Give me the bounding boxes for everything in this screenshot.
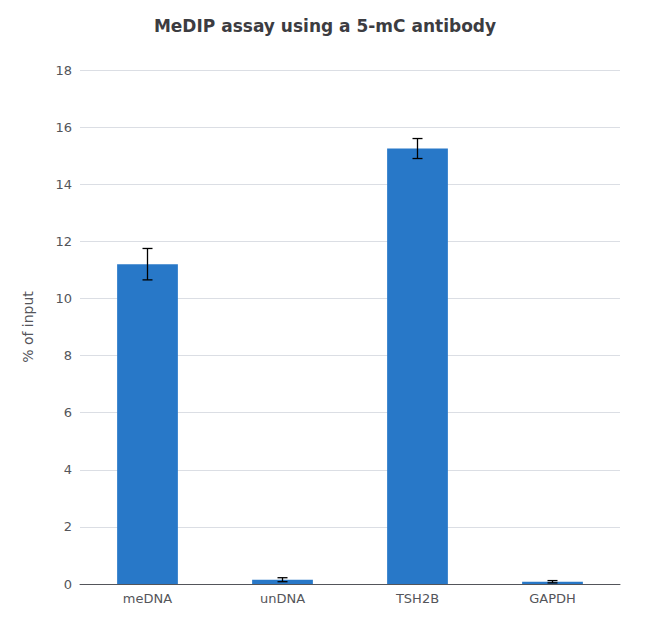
svg-text:MeDIP assay using a 5-mC antib: MeDIP assay using a 5-mC antibody (154, 16, 496, 36)
svg-text:12: 12 (55, 234, 72, 249)
svg-text:GAPDH: GAPDH (529, 591, 576, 606)
svg-text:2: 2 (64, 519, 72, 534)
svg-text:18: 18 (55, 63, 72, 78)
svg-text:14: 14 (55, 177, 72, 192)
svg-text:TSH2B: TSH2B (395, 591, 439, 606)
svg-text:unDNA: unDNA (260, 591, 305, 606)
svg-text:10: 10 (55, 291, 72, 306)
svg-text:4: 4 (64, 462, 72, 477)
svg-text:% of input: % of input (20, 291, 36, 363)
svg-text:meDNA: meDNA (123, 591, 172, 606)
svg-text:0: 0 (64, 577, 72, 592)
svg-text:8: 8 (64, 348, 72, 363)
svg-text:6: 6 (64, 405, 72, 420)
svg-text:16: 16 (55, 120, 72, 135)
